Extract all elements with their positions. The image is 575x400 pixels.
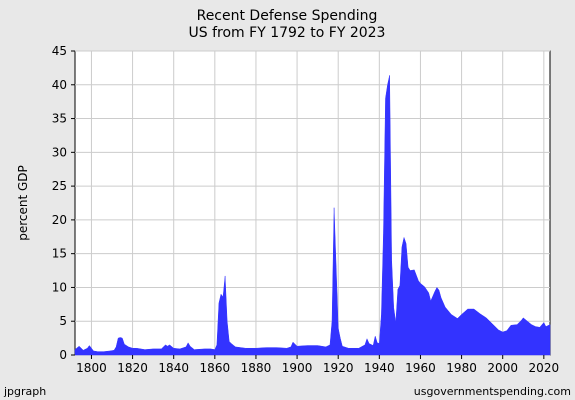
x-tick-label: 1940	[364, 361, 395, 375]
area-series-path	[74, 75, 551, 356]
chart-subtitle: US from FY 1792 to FY 2023	[189, 25, 386, 41]
y-tick-label: 40	[52, 78, 67, 92]
grid-lines	[75, 50, 550, 356]
y-tick-label: 20	[52, 213, 67, 227]
x-tick-label: 1860	[200, 361, 231, 375]
y-tick-label: 25	[52, 179, 67, 193]
footer-right: usgovernmentspending.com	[414, 385, 571, 398]
y-tick-label: 5	[59, 314, 67, 328]
y-tick-label: 0	[59, 348, 67, 362]
chart-title: Recent Defense Spending	[197, 8, 378, 24]
area-series	[74, 75, 551, 356]
x-tick-label: 1800	[76, 361, 107, 375]
x-tick-label: 1960	[405, 361, 436, 375]
y-tick-label: 35	[52, 112, 67, 126]
x-tick-label: 1840	[158, 361, 189, 375]
x-tick-label: 1820	[117, 361, 148, 375]
x-tick-label: 2020	[529, 361, 560, 375]
plot-area	[74, 50, 551, 356]
y-tick-label: 10	[52, 280, 67, 294]
y-axis-label: percent GDP	[16, 165, 30, 241]
axes: 0 5 10 15 20 25 30 35 40 45 1800 1820 1840 1860 1880 19…	[52, 44, 559, 375]
x-tick-label: 1980	[446, 361, 477, 375]
x-tick-label: 2000	[487, 361, 518, 375]
footer-left: jpgraph	[3, 385, 46, 398]
x-tick-label: 1920	[323, 361, 354, 375]
y-tick-label: 45	[52, 44, 67, 58]
x-tick-label: 1880	[241, 361, 272, 375]
y-tick-label: 15	[52, 247, 67, 261]
y-tick-label: 30	[52, 145, 67, 159]
x-tick-label: 1900	[282, 361, 313, 375]
